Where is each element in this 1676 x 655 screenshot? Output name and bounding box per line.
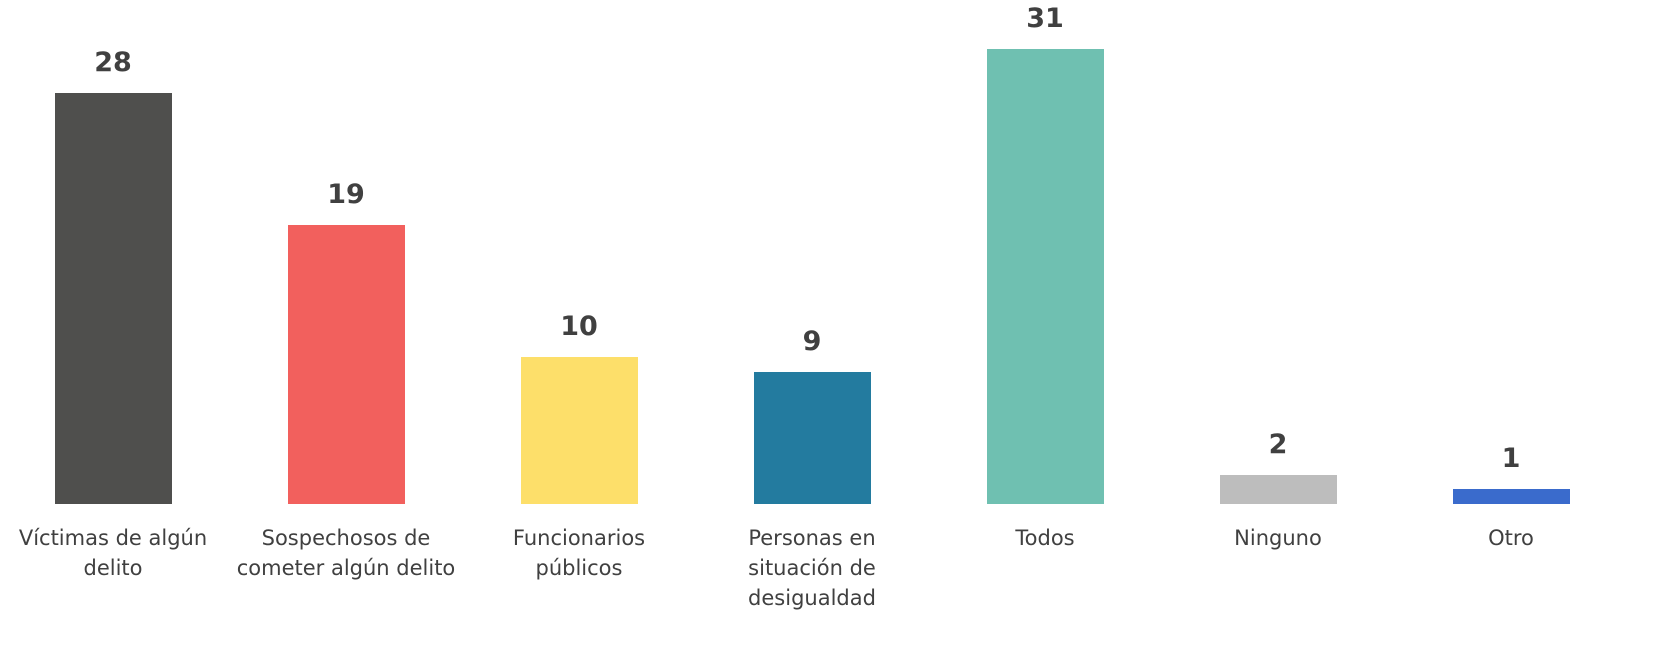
value-label: 10 [560, 311, 598, 343]
bar [520, 357, 638, 504]
bar [753, 371, 871, 504]
value-label: 1 [1501, 443, 1521, 475]
bar [287, 225, 405, 504]
category-label: Todos [1015, 526, 1075, 550]
category-label: Ninguno [1234, 526, 1322, 550]
bar [986, 49, 1104, 504]
value-label: 9 [802, 325, 822, 357]
value-label: 2 [1268, 428, 1288, 460]
value-label: 28 [94, 47, 132, 79]
bar [1219, 474, 1337, 504]
category-label: Otro [1488, 526, 1534, 550]
category-label: Funcionarios públicos [512, 526, 646, 580]
bar [54, 93, 172, 504]
value-label: 31 [1026, 3, 1064, 34]
category-label: Personas en situación de desigualdad [748, 526, 876, 610]
category-label: Sospechosos de cometer algún delito [236, 526, 456, 580]
bar [1452, 489, 1570, 504]
value-label: 19 [327, 179, 365, 211]
category-label: Víctimas de algún delito [18, 526, 208, 580]
